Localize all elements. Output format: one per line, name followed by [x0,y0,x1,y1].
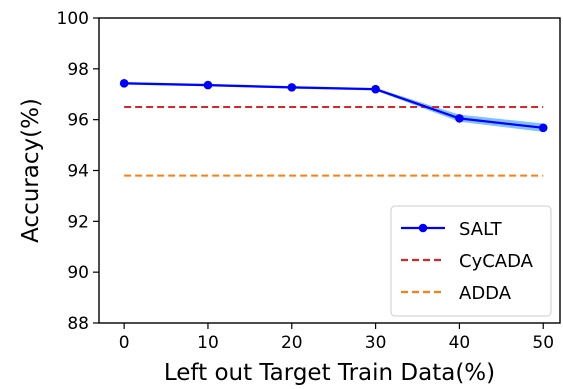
y-tick-label: 92 [67,212,89,232]
legend: SALT CyCADA ADDA [390,205,552,317]
y-tick-label: 98 [67,60,89,80]
legend-box [390,205,552,317]
x-tick-label: 20 [281,333,303,353]
y-tick-label: 96 [67,111,89,131]
x-axis-label: Left out Target Train Data(%) [164,360,495,386]
y-tick-label: 90 [67,263,89,283]
legend-label-adda: ADDA [459,283,512,304]
legend-label-cycada: CyCADA [459,251,534,272]
x-tick-label: 30 [365,333,387,353]
salt-point [371,84,380,94]
y-tick-label: 88 [67,314,89,334]
salt-point [119,79,129,88]
x-tick-label: 40 [449,333,471,353]
y-tick-label: 100 [57,9,89,29]
salt-point [203,80,213,90]
salt-point [538,123,548,133]
x-tick-label: 50 [532,333,554,353]
x-tick-label: 0 [119,333,130,353]
series-layer [119,79,548,177]
salt-point [455,114,464,123]
y-tick-label: 94 [67,162,89,182]
x-tick-label: 10 [197,333,219,353]
y-axis-ticks: 88 90 92 94 96 98 100 [57,9,99,334]
x-axis-ticks: 0 10 20 30 40 50 [119,323,554,353]
salt-line [124,82,544,129]
legend-marker-salt [418,223,428,233]
legend-label-salt: SALT [459,219,503,240]
y-axis-label: Accuracy(%) [18,98,44,243]
salt-point [287,83,297,92]
